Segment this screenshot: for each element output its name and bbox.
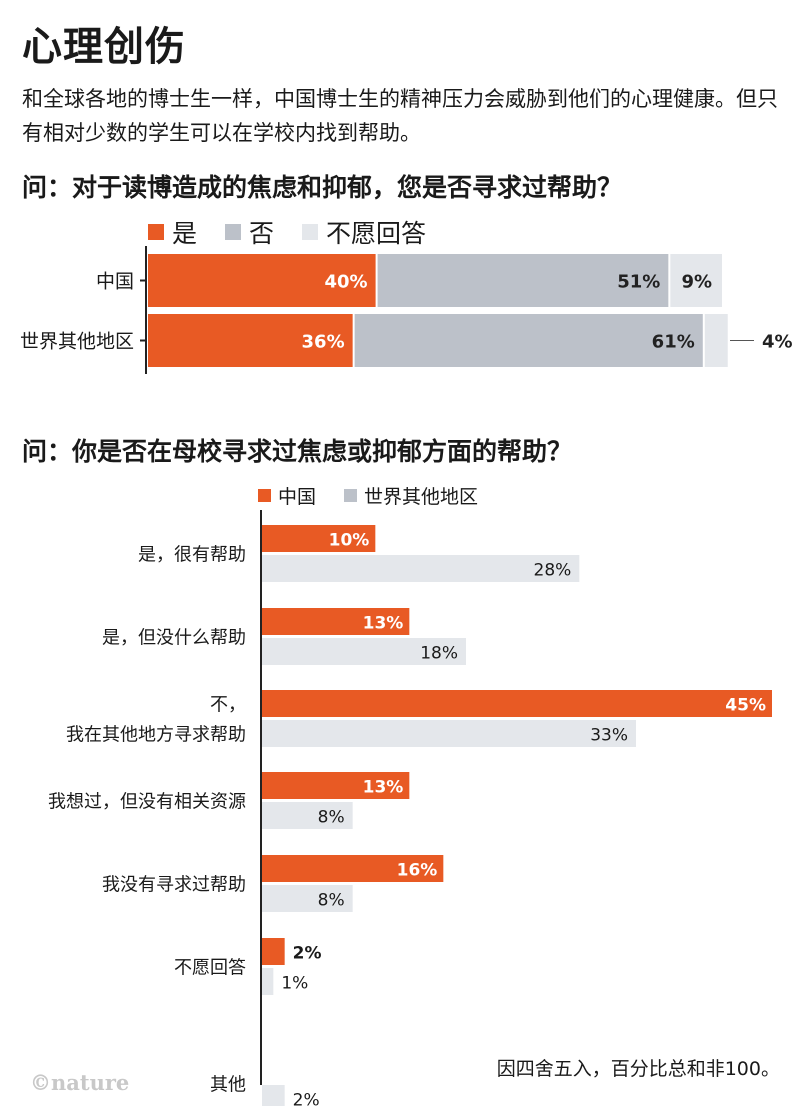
chart-1-value-label: 61% (652, 332, 695, 353)
question-2: 问：你是否在母校寻求过焦虑或抑郁方面的帮助？ (22, 437, 573, 466)
chart-1-category-label: 中国 (96, 271, 134, 293)
chart-2-value-label: 33% (590, 726, 628, 746)
legend-1-item-yes: 是 (148, 214, 197, 250)
legend-2-item-china: 中国 (258, 482, 316, 509)
chart-1-value-label: 51% (617, 272, 660, 293)
chart-2-value-label: 2% (293, 944, 322, 964)
chart-2-value-label: 13% (363, 614, 404, 634)
chart-2-value-label: 13% (363, 778, 404, 798)
chart-2-value-label: 1% (281, 974, 308, 994)
legend-1-item-no: 否 (225, 214, 274, 250)
legend-2-item-world: 世界其他地区 (344, 482, 478, 509)
chart-2-value-label: 18% (420, 644, 458, 664)
legend-1-label-decline: 不愿回答 (326, 219, 427, 248)
chart-2-bar (262, 885, 353, 912)
chart-2-category-label: 不愿回答 (174, 958, 246, 979)
chart-2-bar (262, 802, 353, 829)
nature-logo: ©nature (30, 1070, 130, 1095)
chart-2-category-label: 我想过，但没有相关资源 (48, 792, 246, 813)
footnote: 因四舍五入，百分比总和非100。 (496, 1058, 780, 1080)
chart-2-value-label: 10% (329, 531, 370, 551)
chart-2-category-label: 是，很有帮助 (138, 545, 246, 566)
chart-1-bar (670, 254, 722, 307)
chart-2-bar (262, 938, 285, 965)
legend-1-label-no: 否 (249, 219, 275, 248)
chart-2-bar (262, 1085, 285, 1106)
chart-2-bar (262, 608, 410, 635)
chart-2-value-label: 8% (318, 808, 345, 828)
chart-1-value-label: 36% (302, 332, 345, 353)
chart-1-value-label: 40% (325, 272, 368, 293)
chart-2-bar (262, 720, 636, 747)
chart-1-bar (377, 254, 669, 307)
chart-1-bar (148, 314, 353, 367)
chart-title: 心理创伤 (22, 24, 186, 70)
chart-2-bar (262, 772, 410, 799)
chart-2-category-label: 我没有寻求过帮助 (102, 875, 246, 896)
legend-1: 是 否 不愿回答 (148, 214, 454, 250)
chart-2-bar (262, 855, 444, 882)
chart-1-value-label: 9% (681, 272, 712, 293)
chart-2-category-label: 我在其他地方寻求帮助 (66, 725, 246, 746)
chart-2-category-label: 不， (210, 695, 246, 716)
chart-2-category-label: 其他 (210, 1075, 246, 1096)
chart-2-category-label: 是，但没什么帮助 (102, 628, 246, 649)
question-1: 问：对于读博造成的焦虑和抑郁，您是否寻求过帮助？ (22, 173, 623, 202)
legend-1-swatch-no (225, 224, 242, 240)
legend-2-label-world: 世界其他地区 (364, 486, 479, 508)
chart-intro: 和全球各地的博士生一样，中国博士生的精神压力会威胁到他们的心理健康。但只有相对少… (22, 87, 778, 145)
chart-1-category-label: 世界其他地区 (20, 331, 134, 353)
chart-1-bar (704, 314, 728, 367)
chart-1-bar (354, 314, 703, 367)
legend-1-item-decline: 不愿回答 (302, 214, 426, 250)
chart-2-value-label: 16% (397, 861, 438, 881)
legend-1-swatch-decline (302, 224, 319, 240)
chart-2-bar (262, 555, 580, 582)
chart-2-bar (262, 525, 376, 552)
chart-1-value-label: 4% (762, 332, 793, 353)
chart-2-bar (262, 690, 772, 717)
legend-1-swatch-yes (148, 224, 164, 240)
legend-2-swatch-world (344, 489, 358, 502)
chart-2-value-label: 2% (293, 1091, 320, 1106)
legend-2: 中国 世界其他地区 (258, 482, 506, 509)
chart-2: 是，很有帮助 10% 28% 是，但没什么帮助 13% 18% 不， 我在其他地方寻求帮助 45… (48, 510, 772, 1106)
chart-2-bar (262, 968, 274, 995)
legend-2-label-china: 中国 (278, 486, 317, 508)
legend-2-swatch-china (258, 489, 271, 502)
chart-1: 中国 40% 51% 9% 世界其他地区 36% 61% 4% (20, 246, 793, 374)
chart-2-bar (262, 638, 466, 665)
chart-1-bar (148, 254, 376, 307)
legend-1-label-yes: 是 (172, 219, 198, 248)
chart-2-value-label: 28% (534, 561, 572, 581)
chart-2-value-label: 8% (318, 891, 345, 911)
chart-2-value-label: 45% (725, 696, 766, 716)
